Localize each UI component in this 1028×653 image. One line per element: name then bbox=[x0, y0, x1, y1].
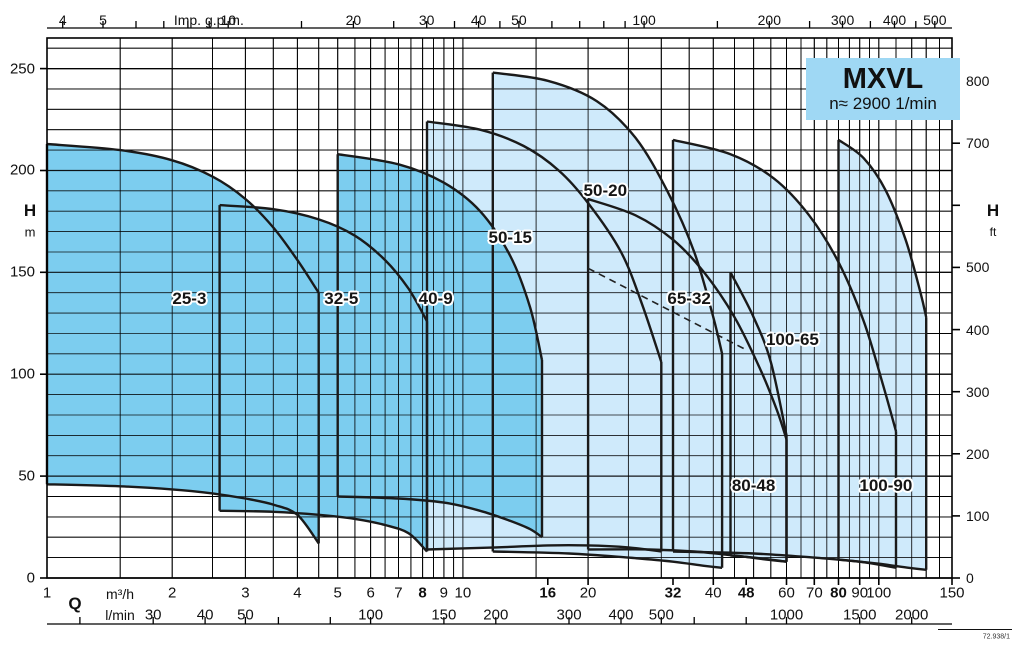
curve-min-80-48 bbox=[730, 554, 787, 563]
curve-min-50-15 bbox=[426, 543, 662, 553]
envelope-fill-100-90 bbox=[838, 139, 927, 570]
curve-max-25-3 bbox=[46, 142, 320, 294]
curve-min-32-5 bbox=[219, 509, 428, 553]
curve-max-32-5 bbox=[219, 203, 429, 322]
curve-max-100-90 bbox=[837, 138, 928, 318]
curve-min-50-20 bbox=[492, 550, 723, 569]
curve-max-100-65 bbox=[672, 138, 898, 432]
curve-min-40-9 bbox=[337, 495, 543, 539]
curve-max-50-15 bbox=[426, 120, 663, 363]
envelope-fill-80-48 bbox=[730, 272, 787, 562]
envelope-fills bbox=[47, 72, 927, 570]
curve-max-80-48 bbox=[729, 271, 788, 436]
curve-min-100-90 bbox=[838, 558, 927, 571]
plot-frame bbox=[46, 37, 953, 579]
curve-max-65-32 bbox=[587, 197, 788, 440]
envelope-fill-40-9 bbox=[337, 154, 542, 538]
plot-border bbox=[46, 37, 953, 579]
top-axis bbox=[47, 21, 952, 29]
envelope-outlines bbox=[45, 71, 928, 571]
dashed-guide-line bbox=[587, 267, 747, 351]
side-ticks bbox=[40, 67, 960, 579]
curve-max-50-20 bbox=[492, 71, 724, 355]
bottom-axis bbox=[47, 578, 953, 625]
grid-lines-overlay bbox=[46, 38, 953, 579]
curve-max-40-9 bbox=[337, 153, 544, 361]
